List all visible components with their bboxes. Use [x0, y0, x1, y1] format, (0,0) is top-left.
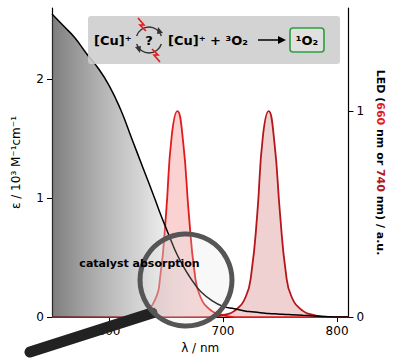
- svg-text:0: 0: [356, 310, 364, 324]
- svg-text:0: 0: [36, 310, 44, 324]
- svg-text:2: 2: [36, 72, 44, 86]
- svg-text:660: 660: [374, 102, 387, 125]
- svg-text:λ / nm: λ / nm: [181, 341, 219, 355]
- svg-text:ε / 10³ M⁻¹cm⁻¹: ε / 10³ M⁻¹cm⁻¹: [9, 116, 23, 209]
- svg-text:[Cu]⁺: [Cu]⁺: [94, 33, 132, 48]
- svg-text:nm or: nm or: [374, 125, 387, 169]
- svg-text:¹O₂: ¹O₂: [296, 33, 318, 48]
- svg-text:catalyst absorption: catalyst absorption: [79, 257, 199, 270]
- svg-text:1: 1: [36, 191, 44, 205]
- svg-text:nm) / a.u.: nm) / a.u.: [374, 192, 387, 255]
- svg-text:1: 1: [356, 104, 364, 118]
- svg-text:800: 800: [326, 324, 349, 338]
- svg-text:?: ?: [145, 33, 153, 48]
- svg-text:LED (: LED (: [374, 70, 387, 103]
- svg-text:700: 700: [212, 324, 235, 338]
- svg-text:[Cu]⁺ + ³O₂: [Cu]⁺ + ³O₂: [168, 33, 248, 48]
- svg-text:740: 740: [374, 169, 387, 192]
